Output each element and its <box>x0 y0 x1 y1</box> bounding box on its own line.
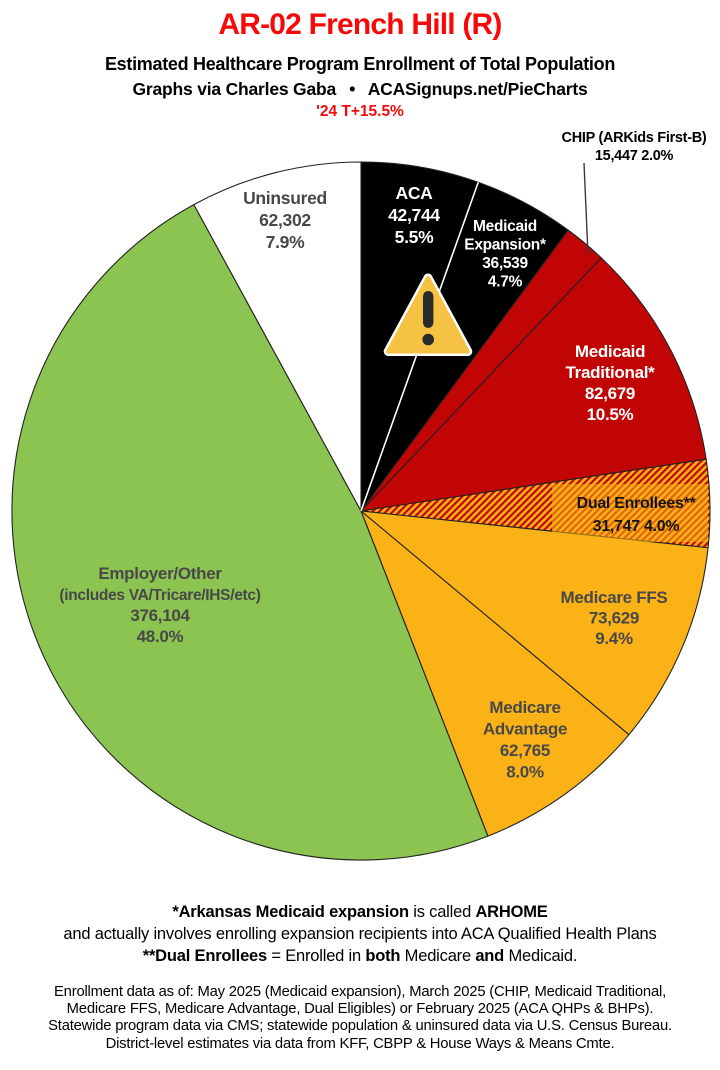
pie-slice-medicare-ffs <box>360 510 709 736</box>
chip-leader-line <box>583 162 589 256</box>
footnote-block: *Arkansas Medicaid expansion is called A… <box>0 901 720 967</box>
subtitle: Estimated Healthcare Program Enrollment … <box>104 54 616 74</box>
warning-triangle-icon <box>383 273 473 356</box>
pie-label-uninsured: Uninsured 62,302 7.9% <box>243 188 327 252</box>
pie-label-medicaid-expansion: Medicaid Expansion* 36,539 4.7% <box>464 218 547 291</box>
pie-slice-uninsured <box>193 161 362 512</box>
pie-slice-medicare-advantage <box>360 510 630 837</box>
source-line: Enrollment data as of: May 2025 (Medicai… <box>54 984 666 1000</box>
footnote-dual: **Dual Enrollees = Enrolled in both Medi… <box>142 947 578 965</box>
page-title: AR-02 French Hill (R) <box>218 8 502 41</box>
footnote-arhome: *Arkansas Medicaid expansion is called A… <box>172 903 548 921</box>
year-change-note: '24 T+15.5% <box>316 103 404 120</box>
pie-label-medicare-advantage: Medicare Advantage 62,765 8.0% <box>483 698 567 782</box>
source-line: Medicare FFS, Medicare Advantage, Dual E… <box>66 1001 654 1018</box>
pie-label-aca: ACA 42,744 5.5% <box>388 183 440 247</box>
credit-line: Graphs via Charles Gaba • ACASignups.net… <box>132 79 588 99</box>
chip-slice-external-label: CHIP (ARKids First-B) 15,447 2.0% <box>524 129 720 165</box>
data-sources-block: Enrollment data as of: May 2025 (Medicai… <box>0 984 720 1053</box>
chip-label-name: CHIP (ARKids First-B) <box>561 130 707 146</box>
pie-label-employer-other: Employer/Other (includes VA/Tricare/IHS/e… <box>59 564 260 646</box>
chip-label-value: 15,447 2.0% <box>594 148 674 164</box>
pie-label-medicaid-traditional: Medicaid Traditional* 82,679 10.5% <box>566 342 656 424</box>
pie-label-dual-enrollees: Dual Enrollees** 31,747 4.0% <box>577 495 697 535</box>
pie-slice-medicaid-traditional <box>360 257 707 512</box>
source-line: Statewide program data via CMS; statewid… <box>48 1018 672 1035</box>
source-line: District-level estimates via data from K… <box>105 1035 615 1052</box>
footnote-expansion: and actually involves enrolling expansio… <box>63 925 657 943</box>
dual-enrollees-label-backdrop <box>552 484 708 542</box>
pie-label-medicare-ffs: Medicare FFS 73,629 9.4% <box>561 588 668 648</box>
pie-slice-employer-other <box>11 204 489 861</box>
